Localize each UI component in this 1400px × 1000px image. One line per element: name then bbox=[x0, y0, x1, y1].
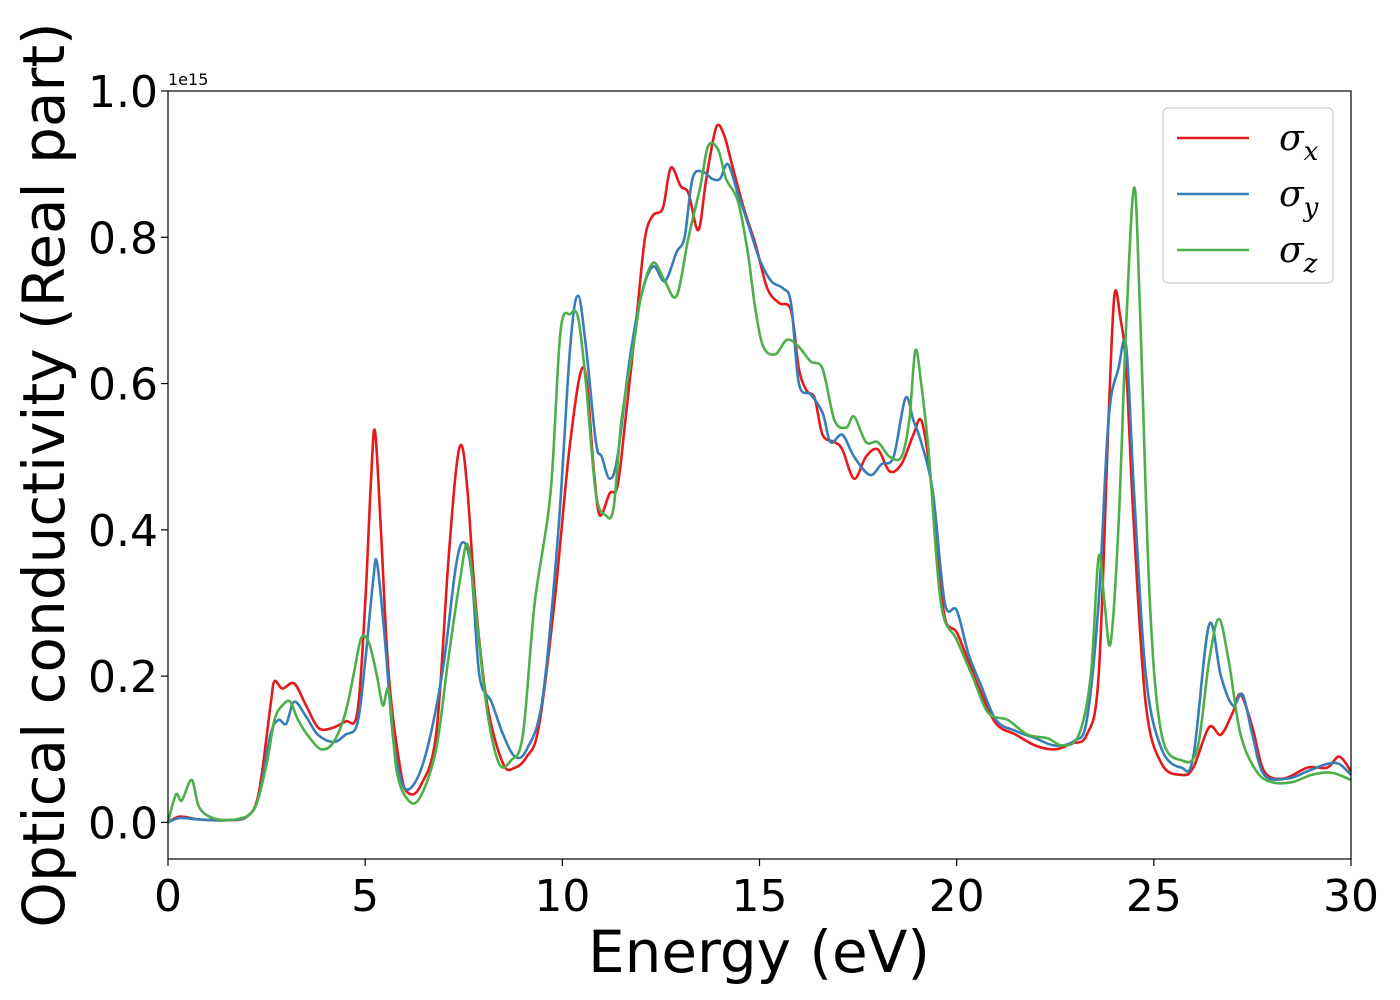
x-tick-label: 0 bbox=[154, 871, 182, 922]
x-tick-label: 25 bbox=[1126, 871, 1182, 922]
y-axis-label: Optical conductivity (Real part) bbox=[10, 22, 78, 927]
series-line-x bbox=[167, 123, 1353, 824]
y-tick-label: 0.0 bbox=[88, 798, 158, 849]
y-tick-label: 1.0 bbox=[88, 67, 158, 118]
y-tick-label: 0.4 bbox=[88, 506, 158, 557]
x-tick-label: 5 bbox=[351, 871, 379, 922]
y-tick-label: 0.8 bbox=[88, 213, 158, 264]
series-line-z bbox=[166, 141, 1352, 823]
x-axis-label: Energy (eV) bbox=[588, 918, 930, 986]
y-tick-label: 0.6 bbox=[88, 360, 158, 411]
x-tick-label: 20 bbox=[929, 871, 985, 922]
x-tick-label: 30 bbox=[1323, 871, 1379, 922]
y-axis-ticks: 0.0 0.2 0.4 0.6 0.8 1.0 bbox=[88, 67, 168, 849]
x-tick-label: 15 bbox=[732, 871, 788, 922]
series-lines bbox=[166, 123, 1353, 824]
y-tick-label: 0.2 bbox=[88, 652, 158, 703]
legend-box bbox=[1162, 107, 1334, 284]
y-offset-label: 1e15 bbox=[168, 70, 208, 89]
plot-background bbox=[168, 91, 1351, 859]
x-axis-ticks: 0 5 10 15 20 25 30 bbox=[154, 859, 1379, 922]
x-tick-label: 10 bbox=[534, 871, 590, 922]
